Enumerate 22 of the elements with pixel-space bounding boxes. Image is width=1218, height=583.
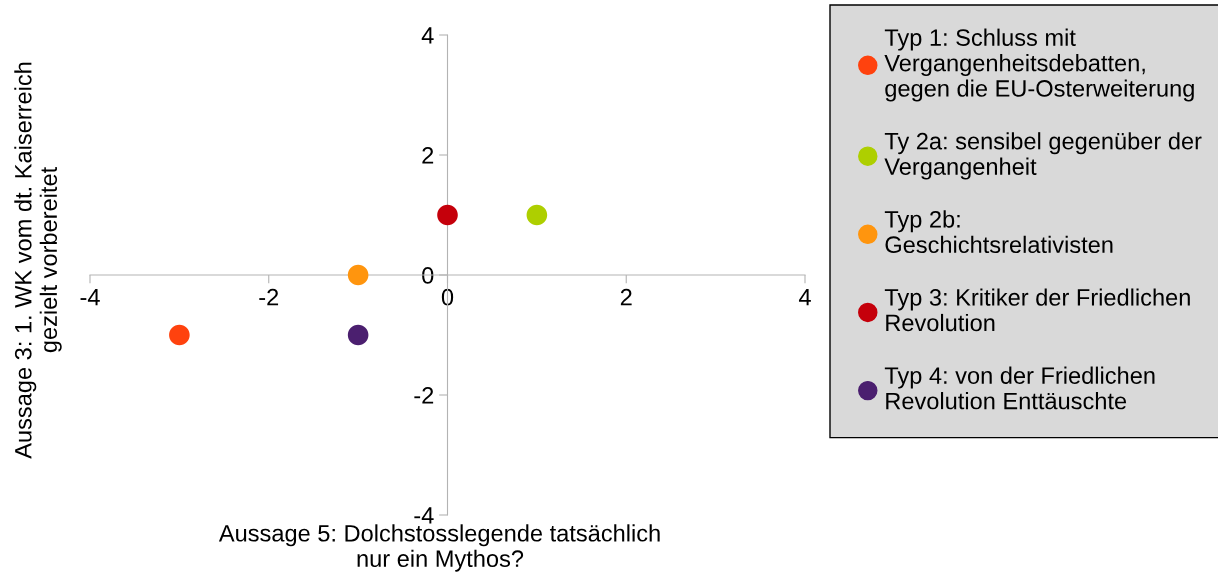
- y-tick-label: 4: [421, 27, 434, 44]
- point: [347, 324, 369, 346]
- point: [526, 204, 548, 226]
- y-tick-label: -4: [414, 507, 434, 524]
- x-tick-label: 2: [620, 288, 632, 306]
- legend-label: Typ 1: Schluss mit Vergangenheitsdebatten, gegen die EU-Osterweiterung: [884, 28, 1194, 102]
- y-tick-label: 2: [422, 147, 434, 164]
- legend-label: Typ 3: Kritiker der Friedlichen Revolution: [884, 288, 1190, 332]
- y-tick-label: 0: [422, 267, 434, 284]
- y-tick-label: -2: [414, 387, 434, 404]
- point: [437, 204, 458, 226]
- x-tick-label: 0: [441, 288, 454, 306]
- y-axis-title: Aussage 3: 1. WK vom dt. Kaiserreich gezielt vorbereitet: [14, 62, 62, 459]
- x-tick-label: -2: [259, 288, 279, 306]
- legend-label: Ty 2a: sensibel gegenüber der Vergangenheit: [884, 132, 1202, 180]
- legend-label: Typ 4: von der Friedlichen Revolution Enttäuschte: [884, 366, 1155, 410]
- legend-label: Typ 2b: Geschichtsrelativisten: [884, 210, 1113, 254]
- point: [347, 264, 369, 286]
- x-axis-title: Aussage 5: Dolchstosslegende tatsächlich nur ein Mythos?: [218, 524, 660, 572]
- x-tick-label: 4: [798, 289, 811, 306]
- x-tick-label: -4: [80, 289, 100, 306]
- point: [169, 324, 190, 346]
